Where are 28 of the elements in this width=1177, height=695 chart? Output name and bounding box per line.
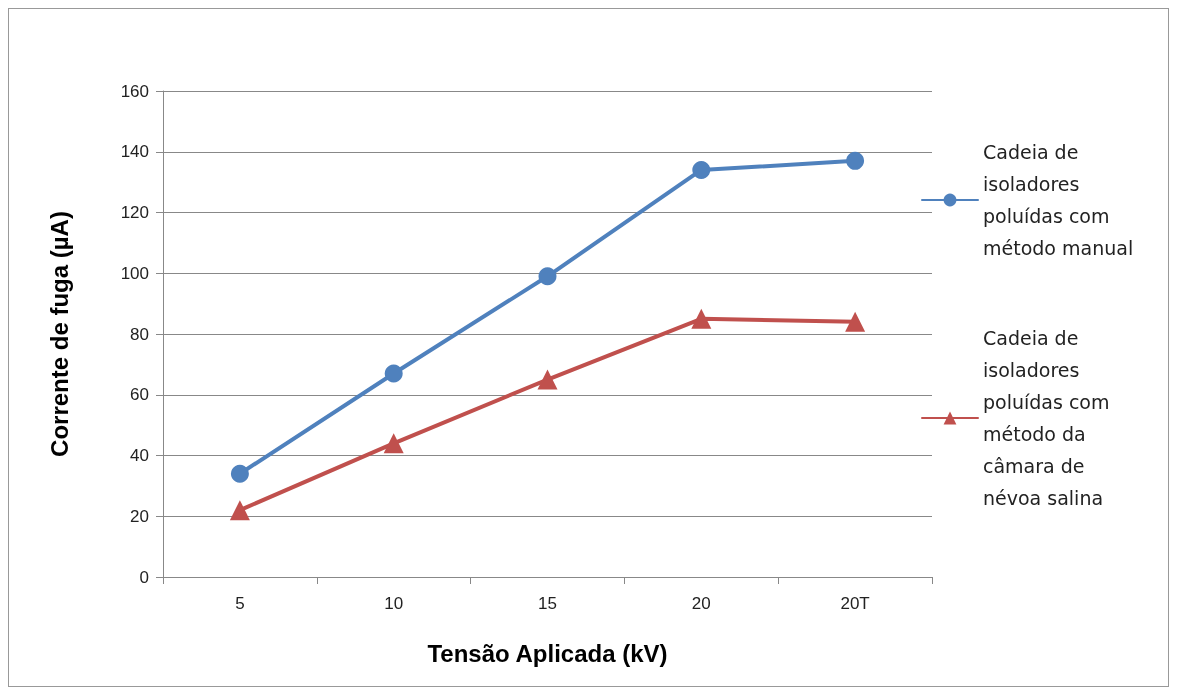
legend-label: Cadeia de isoladores poluídas com método manual bbox=[983, 141, 1134, 259]
point bbox=[692, 160, 711, 179]
point bbox=[691, 308, 712, 329]
point bbox=[846, 151, 865, 170]
x-tick-label: 20T bbox=[840, 594, 870, 613]
y-tick-label: 40 bbox=[130, 446, 149, 465]
point bbox=[537, 369, 558, 390]
x-tick-label: 15 bbox=[538, 594, 557, 613]
y-tick-label: 80 bbox=[130, 324, 149, 344]
x-axis-title: Tensão Aplicada (kV) bbox=[427, 639, 668, 667]
y-tick-label: 120 bbox=[120, 203, 149, 222]
x-tick-label: 10 bbox=[384, 594, 404, 613]
y-tick-label: 140 bbox=[120, 142, 149, 162]
y-tick-label: 100 bbox=[120, 263, 149, 283]
y-tick-label: 20 bbox=[130, 506, 149, 526]
point bbox=[538, 267, 557, 286]
point bbox=[845, 311, 866, 332]
x-tick-label: 5 bbox=[235, 594, 245, 613]
y-tick-label: 0 bbox=[139, 567, 149, 587]
point bbox=[230, 464, 249, 483]
y-axis-title: Corrente de fuga (µA) bbox=[45, 211, 73, 457]
point bbox=[384, 364, 403, 383]
point bbox=[229, 500, 250, 521]
x-tick-label: 20 bbox=[691, 594, 711, 613]
y-tick-label: 60 bbox=[130, 385, 149, 405]
point bbox=[383, 433, 404, 454]
legend-label: Cadeia de isoladores poluídas com método da câmara de névoa salina bbox=[983, 327, 1116, 509]
y-tick-label: 160 bbox=[120, 81, 149, 101]
